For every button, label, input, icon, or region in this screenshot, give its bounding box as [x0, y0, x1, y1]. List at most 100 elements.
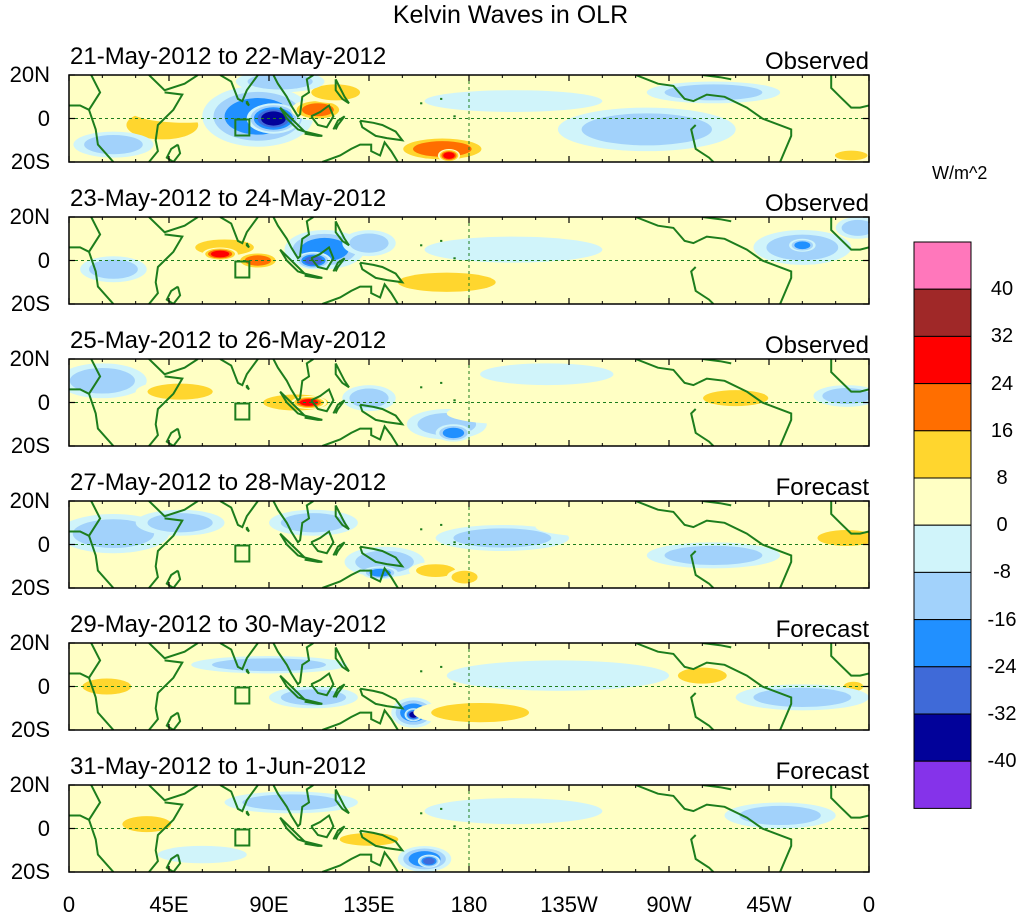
coastline	[148, 517, 184, 588]
panel-5	[68, 642, 870, 731]
colorbar-label: -40	[987, 750, 1017, 773]
anomaly-contour	[456, 573, 473, 582]
coastline	[304, 556, 323, 563]
coastline	[310, 245, 335, 271]
colorbar-swatch	[913, 524, 972, 573]
x-tick-label: 90E	[249, 892, 289, 917]
coastline	[830, 359, 869, 393]
colorbar-swatch	[913, 760, 972, 809]
coastlines	[69, 643, 869, 730]
coastline	[87, 75, 115, 162]
colorbar-label: -32	[987, 703, 1017, 725]
region-box	[234, 686, 251, 705]
y-tick-label: 0	[37, 105, 50, 131]
coastline	[245, 526, 250, 533]
anomaly-contour	[149, 283, 189, 294]
coastline	[69, 530, 90, 537]
panel-date-range: 23-May-2012 to 24-May-2012	[70, 185, 387, 212]
colorbar-swatch	[913, 430, 972, 479]
y-tick-label: 20S	[10, 433, 50, 458]
coastline	[830, 785, 869, 819]
anomaly-contour	[771, 691, 834, 704]
coastline	[304, 130, 323, 137]
coastline	[830, 217, 869, 251]
coastline	[690, 266, 715, 304]
coastline	[165, 427, 182, 446]
coastline	[310, 671, 335, 697]
anomaly-contour	[828, 532, 866, 544]
colorbar-label: -24	[987, 655, 1017, 678]
coastline	[635, 785, 699, 813]
region-box	[234, 544, 251, 563]
coastline	[219, 217, 259, 245]
x-tick-label: 90W	[646, 892, 692, 917]
coastline	[830, 643, 869, 677]
x-tick-label: 0	[862, 892, 876, 917]
coastline	[148, 643, 199, 660]
y-tick-label: 20N	[9, 204, 50, 229]
coastline	[830, 501, 869, 535]
coastline	[697, 803, 793, 872]
x-tick-label: 135W	[540, 892, 598, 917]
anomaly-contour	[605, 119, 689, 140]
y-tick-label: 20N	[9, 62, 50, 87]
y-tick-label: 20N	[9, 488, 50, 513]
coastline	[697, 93, 793, 162]
coastlines	[69, 785, 869, 872]
panel-date-range: 29-May-2012 to 30-May-2012	[70, 611, 387, 638]
x-tick-label: 45E	[149, 892, 189, 917]
coastline	[165, 711, 182, 730]
coastline	[359, 403, 405, 426]
coastlines	[69, 75, 869, 162]
panel-4	[68, 500, 870, 589]
anomaly-contour	[460, 803, 567, 819]
anomaly-contour	[292, 516, 335, 529]
coastline	[359, 119, 405, 142]
region-box	[234, 402, 251, 421]
coastline	[321, 708, 399, 730]
panel-kind-label: Forecast	[775, 474, 869, 501]
coastline	[148, 501, 199, 518]
y-tick-label: 20N	[9, 772, 50, 797]
anomaly-contour	[350, 835, 388, 844]
coastline	[165, 569, 182, 588]
coastline	[310, 103, 335, 129]
colorbar-swatch	[913, 383, 972, 432]
coastline	[310, 813, 335, 839]
panel-1	[68, 74, 870, 163]
coastline	[165, 143, 182, 162]
colorbar-label: 24	[990, 372, 1014, 395]
coastline	[69, 246, 90, 253]
coastline	[697, 235, 793, 304]
coastline	[310, 529, 335, 555]
coastline	[332, 399, 346, 414]
y-tick-label: 20N	[9, 630, 50, 655]
anomaly-contour	[175, 849, 230, 860]
panel-6	[68, 784, 870, 873]
coastline	[245, 100, 250, 107]
anomaly-contour	[213, 251, 227, 257]
panel-2	[68, 216, 870, 305]
coastline	[165, 853, 182, 872]
anomaly-contour	[506, 367, 587, 381]
colorbar-swatch	[913, 288, 972, 337]
coastline	[87, 785, 115, 872]
coastline	[219, 785, 259, 813]
anomaly-contour	[460, 241, 567, 258]
anomaly-contour	[307, 105, 329, 115]
coastline	[304, 414, 323, 421]
anomaly-contour	[151, 102, 218, 118]
coastline	[690, 692, 715, 730]
panel-date-range: 25-May-2012 to 26-May-2012	[70, 327, 387, 354]
coastline	[272, 785, 314, 828]
coastline	[148, 91, 184, 162]
coastline	[332, 683, 346, 698]
coastline	[321, 850, 399, 872]
region-box	[234, 118, 251, 137]
anomaly-contour	[87, 524, 140, 543]
coastline	[272, 643, 314, 686]
anomaly-contour	[847, 222, 869, 233]
anomaly-contour	[449, 706, 512, 719]
anomaly-contour	[356, 392, 382, 405]
coastline	[69, 814, 90, 821]
